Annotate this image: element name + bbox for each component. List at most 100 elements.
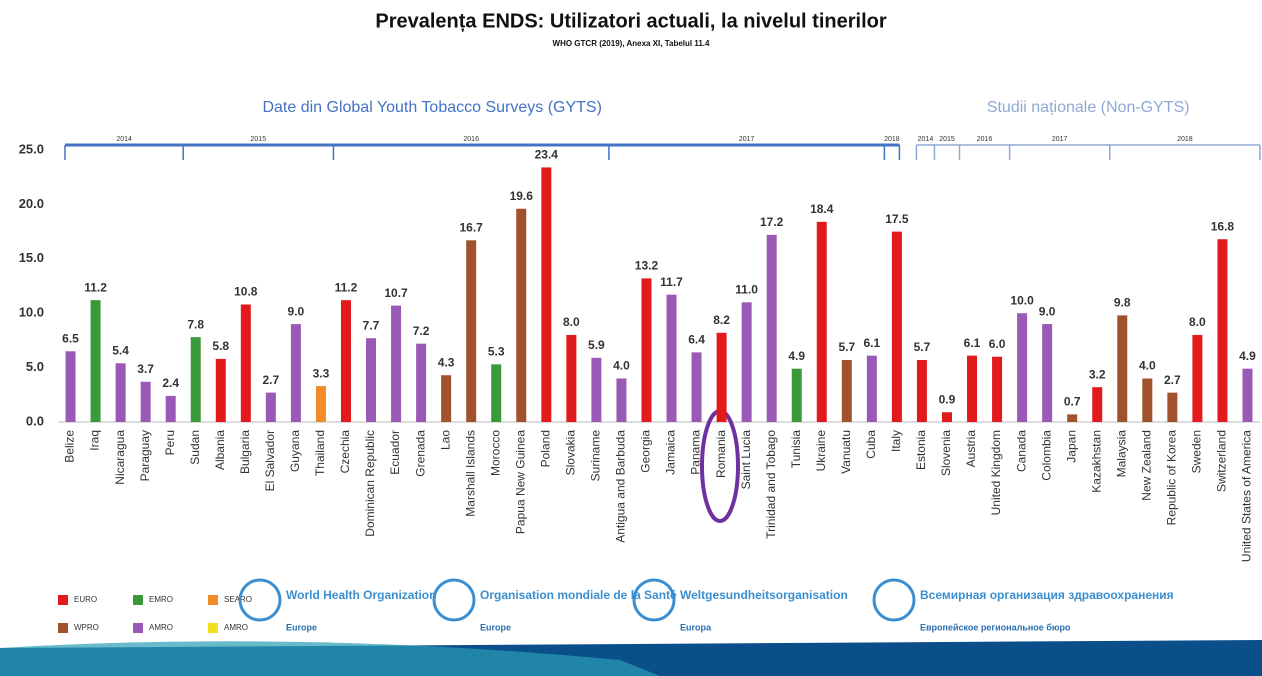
x-tick-label: Peru bbox=[163, 430, 177, 455]
year-label: 2018 bbox=[884, 136, 900, 143]
logo-region: Europe bbox=[286, 622, 317, 632]
x-tick-label: Dominican Republic bbox=[363, 430, 377, 537]
bar bbox=[916, 359, 927, 422]
bar bbox=[466, 240, 477, 422]
x-tick-label: Japan bbox=[1064, 430, 1078, 463]
data-label: 7.2 bbox=[413, 324, 430, 338]
data-label: 2.7 bbox=[1164, 373, 1181, 387]
bar bbox=[491, 364, 502, 422]
x-tick-label: Antigua and Barbuda bbox=[614, 430, 628, 543]
bar bbox=[941, 412, 952, 422]
data-label: 8.0 bbox=[1189, 315, 1206, 329]
data-label: 4.9 bbox=[1239, 349, 1256, 363]
who-emblem bbox=[872, 578, 916, 622]
legend-label: SEARO bbox=[224, 595, 252, 604]
data-label: 9.0 bbox=[1039, 304, 1056, 318]
bar bbox=[741, 302, 752, 422]
year-label: 2015 bbox=[939, 136, 955, 143]
data-label: 17.5 bbox=[885, 212, 909, 226]
legend-label: EMRO bbox=[149, 595, 173, 604]
data-label: 4.0 bbox=[613, 359, 630, 373]
x-tick-label: Iraq bbox=[88, 430, 102, 451]
bar bbox=[190, 337, 201, 422]
x-tick-label: Georgia bbox=[639, 430, 653, 473]
data-label: 7.8 bbox=[187, 317, 204, 331]
data-label: 0.9 bbox=[939, 392, 956, 406]
x-tick-label: Paraguay bbox=[138, 430, 152, 481]
bar bbox=[165, 395, 176, 422]
x-tick-label: Ecuador bbox=[388, 430, 402, 475]
data-label: 3.2 bbox=[1089, 367, 1106, 381]
bar bbox=[641, 278, 652, 422]
logo-name: Organisation mondiale de la Santé bbox=[480, 588, 677, 602]
data-label: 11.7 bbox=[660, 275, 683, 289]
data-label: 19.6 bbox=[510, 189, 534, 203]
chart-subtitle: WHO GTCR (2019), Anexa XI, Tabelul 11.4 bbox=[553, 39, 710, 48]
bar bbox=[716, 332, 727, 422]
data-label: 6.0 bbox=[989, 337, 1006, 351]
data-label: 2.4 bbox=[162, 376, 179, 390]
bar bbox=[591, 357, 602, 422]
year-label: 2016 bbox=[463, 136, 479, 143]
data-label: 3.3 bbox=[313, 366, 330, 380]
x-tick-label: Switzerland bbox=[1215, 430, 1229, 492]
year-label: 2014 bbox=[116, 136, 132, 143]
bar bbox=[992, 356, 1003, 422]
bar bbox=[967, 355, 978, 422]
x-tick-label: Italy bbox=[889, 430, 903, 452]
bar bbox=[115, 363, 126, 422]
x-tick-label: Ukraine bbox=[814, 430, 828, 472]
bar bbox=[516, 208, 527, 422]
legend-swatch bbox=[58, 623, 68, 633]
x-tick-label: United Kingdom bbox=[989, 430, 1003, 515]
y-tick-label: 15.0 bbox=[19, 250, 44, 265]
who-emblem bbox=[238, 578, 282, 622]
bar bbox=[691, 352, 702, 422]
year-label: 2017 bbox=[1052, 136, 1068, 143]
bar bbox=[616, 378, 627, 422]
x-tick-label: Guyana bbox=[288, 430, 302, 472]
year-label: 2017 bbox=[739, 136, 755, 143]
legend-swatch bbox=[208, 623, 218, 633]
year-label: 2015 bbox=[251, 136, 267, 143]
bar bbox=[1167, 392, 1178, 422]
y-tick-label: 5.0 bbox=[26, 359, 44, 374]
data-label: 6.5 bbox=[62, 331, 79, 345]
bar bbox=[866, 355, 877, 422]
data-label: 9.8 bbox=[1114, 296, 1131, 310]
who-emblem bbox=[432, 578, 476, 622]
bar bbox=[666, 294, 677, 422]
bar bbox=[416, 343, 427, 422]
data-label: 10.7 bbox=[384, 286, 408, 300]
section-title: Studii naționale (Non-GYTS) bbox=[987, 99, 1190, 116]
bar bbox=[766, 234, 777, 422]
data-label: 5.3 bbox=[488, 345, 505, 359]
data-label: 2.7 bbox=[263, 373, 280, 387]
x-tick-label: Sudan bbox=[188, 430, 202, 465]
bar bbox=[1142, 378, 1153, 422]
x-tick-label: Papua New Guinea bbox=[513, 430, 527, 534]
data-label: 16.7 bbox=[460, 220, 484, 234]
data-label: 23.4 bbox=[535, 148, 559, 162]
x-tick-label: Austria bbox=[964, 430, 978, 468]
bar bbox=[891, 231, 902, 422]
x-tick-label: Estonia bbox=[914, 430, 928, 470]
x-tick-label: Colombia bbox=[1039, 430, 1053, 481]
year-label: 2018 bbox=[1177, 136, 1193, 143]
year-label: 2016 bbox=[977, 136, 993, 143]
data-label: 9.0 bbox=[288, 304, 305, 318]
bar bbox=[441, 375, 452, 422]
data-label: 5.9 bbox=[588, 338, 605, 352]
data-label: 11.2 bbox=[335, 280, 358, 294]
x-tick-label: Trinidad and Tobago bbox=[764, 430, 778, 539]
data-label: 0.7 bbox=[1064, 395, 1081, 409]
y-tick-label: 20.0 bbox=[19, 196, 44, 211]
x-tick-label: Belize bbox=[63, 430, 77, 463]
bar bbox=[1192, 334, 1203, 422]
data-label: 16.8 bbox=[1211, 219, 1235, 233]
bar bbox=[65, 351, 76, 422]
bar bbox=[1042, 324, 1053, 422]
data-label: 5.7 bbox=[914, 340, 931, 354]
x-tick-label: El Salvador bbox=[263, 430, 277, 491]
legend-swatch bbox=[58, 595, 68, 605]
